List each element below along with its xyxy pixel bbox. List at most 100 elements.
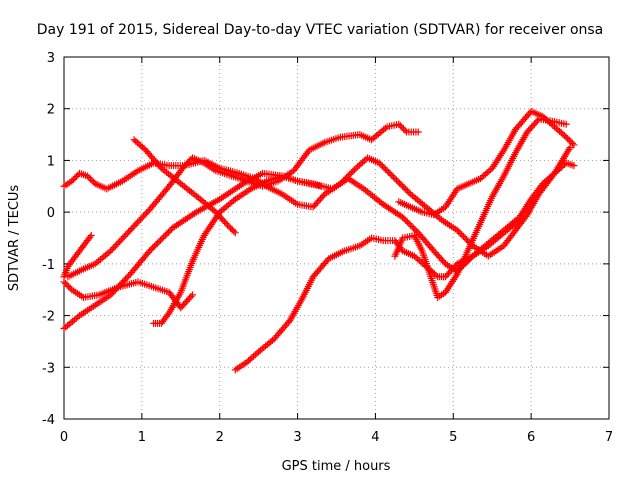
data-point (456, 229, 464, 237)
data-point (164, 228, 172, 236)
y-tick-label: -2 (42, 310, 55, 325)
data-point (344, 172, 352, 180)
data-point (243, 358, 251, 366)
y-tick-label: -3 (42, 361, 55, 376)
data-point (122, 275, 130, 283)
data-point (230, 197, 238, 205)
data-point (406, 221, 414, 229)
data-point (547, 120, 555, 128)
data-point (143, 209, 151, 217)
data-point (65, 283, 73, 291)
data-point (164, 311, 172, 319)
data-point (539, 180, 547, 188)
data-point (231, 229, 239, 237)
data-point (149, 244, 157, 252)
x-tick-label: 1 (138, 430, 146, 445)
data-point (551, 169, 558, 177)
data-point (120, 233, 128, 241)
data-point (381, 124, 389, 132)
data-point (458, 231, 466, 239)
data-point (459, 232, 467, 240)
data-point (161, 231, 169, 239)
data-point (396, 179, 404, 187)
data-point (403, 187, 411, 195)
data-point (268, 336, 276, 344)
data-point (385, 168, 393, 176)
data-point (248, 354, 256, 362)
data-point (567, 138, 575, 146)
data-point (408, 223, 416, 231)
data-point (399, 125, 407, 133)
data-point (132, 137, 140, 145)
data-point (402, 216, 410, 224)
data-point (119, 234, 127, 242)
data-point (565, 136, 573, 144)
y-tick-label: 2 (47, 103, 55, 118)
data-point (110, 244, 118, 252)
data-point (131, 221, 139, 229)
data-point (559, 162, 567, 170)
data-point (552, 124, 560, 132)
data-point (153, 239, 161, 247)
data-point (137, 215, 145, 223)
data-point (117, 236, 125, 244)
data-point (554, 166, 562, 174)
data-point (570, 162, 578, 170)
data-point (557, 129, 565, 137)
data-point (405, 188, 413, 196)
data-point (120, 277, 128, 285)
data-point (403, 218, 411, 226)
data-point (561, 132, 569, 140)
data-point (230, 227, 238, 235)
data-point (63, 281, 71, 289)
data-point (544, 175, 552, 183)
data-point (398, 123, 406, 131)
data-point (483, 169, 491, 177)
data-point (251, 351, 259, 359)
data-point (549, 171, 557, 179)
data-point (62, 280, 70, 288)
data-point (83, 172, 91, 180)
x-tick-label: 4 (371, 430, 379, 445)
data-point (210, 207, 218, 215)
data-point (150, 242, 158, 250)
data-point (156, 163, 164, 171)
data-point (69, 176, 77, 184)
data-point (540, 114, 548, 122)
data-point (88, 177, 96, 185)
data-point (392, 176, 400, 184)
data-point (133, 139, 141, 147)
data-point (544, 117, 552, 125)
data-point (559, 130, 567, 138)
data-point (551, 123, 558, 131)
data-point (463, 236, 471, 244)
data-point (141, 210, 149, 218)
data-point (86, 175, 94, 183)
y-tick-label: 0 (47, 206, 55, 221)
series-5 (60, 231, 95, 281)
data-point (86, 233, 94, 241)
data-point (538, 181, 546, 189)
data-point (522, 212, 530, 220)
data-point (414, 255, 422, 263)
data-point (105, 248, 113, 256)
data-point (542, 115, 550, 123)
data-point (250, 352, 258, 360)
y-axis-title: SDTVAR / TECUs (7, 185, 22, 292)
data-point (360, 157, 368, 165)
data-point (568, 139, 576, 147)
data-point (480, 172, 488, 180)
data-point (566, 144, 574, 151)
plot-frame (63, 56, 610, 420)
data-point (391, 175, 399, 183)
data-point (246, 355, 254, 363)
data-point (564, 135, 572, 143)
data-layer (60, 107, 578, 374)
data-point (114, 239, 122, 247)
data-point (157, 236, 165, 244)
data-point (350, 166, 358, 174)
data-point (72, 172, 80, 180)
data-point (549, 121, 557, 129)
data-point (552, 168, 560, 176)
